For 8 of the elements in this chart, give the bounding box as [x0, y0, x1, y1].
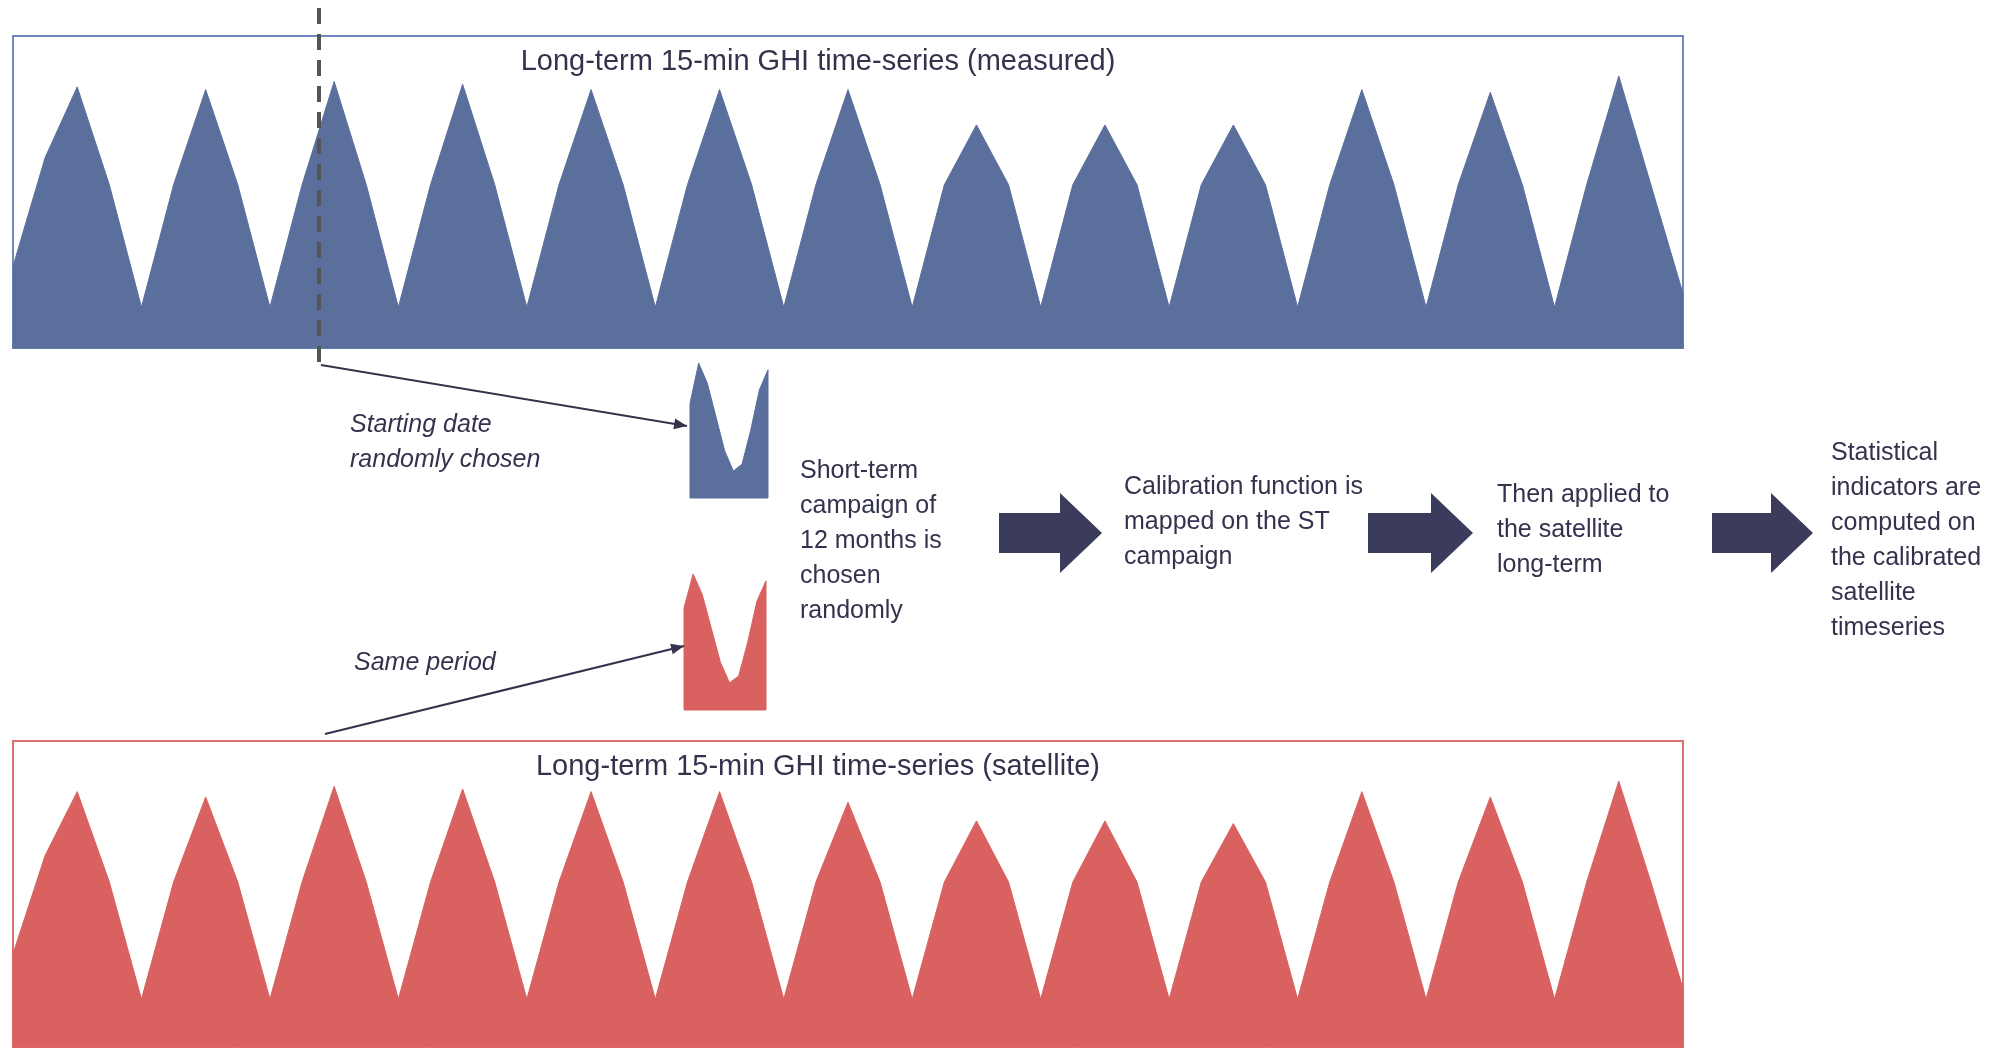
text: Statistical indicators are computed on the calibrated satellite timeseries [1831, 437, 1982, 640]
chart-title: Long-term 15-min GHI time-series (measured) [520, 44, 1116, 76]
text: Same period [354, 647, 497, 675]
text: Starting date randomly chosen [350, 409, 541, 472]
text: Short-term campaign of 12 months is chosen randomly [800, 455, 942, 623]
chart-title: Long-term 15-min GHI time-series (satellite) [535, 749, 1101, 781]
text: Calibration function is mapped on the ST campaign [1124, 471, 1364, 569]
text: Then applied to the satellite long-term [1497, 479, 1670, 577]
